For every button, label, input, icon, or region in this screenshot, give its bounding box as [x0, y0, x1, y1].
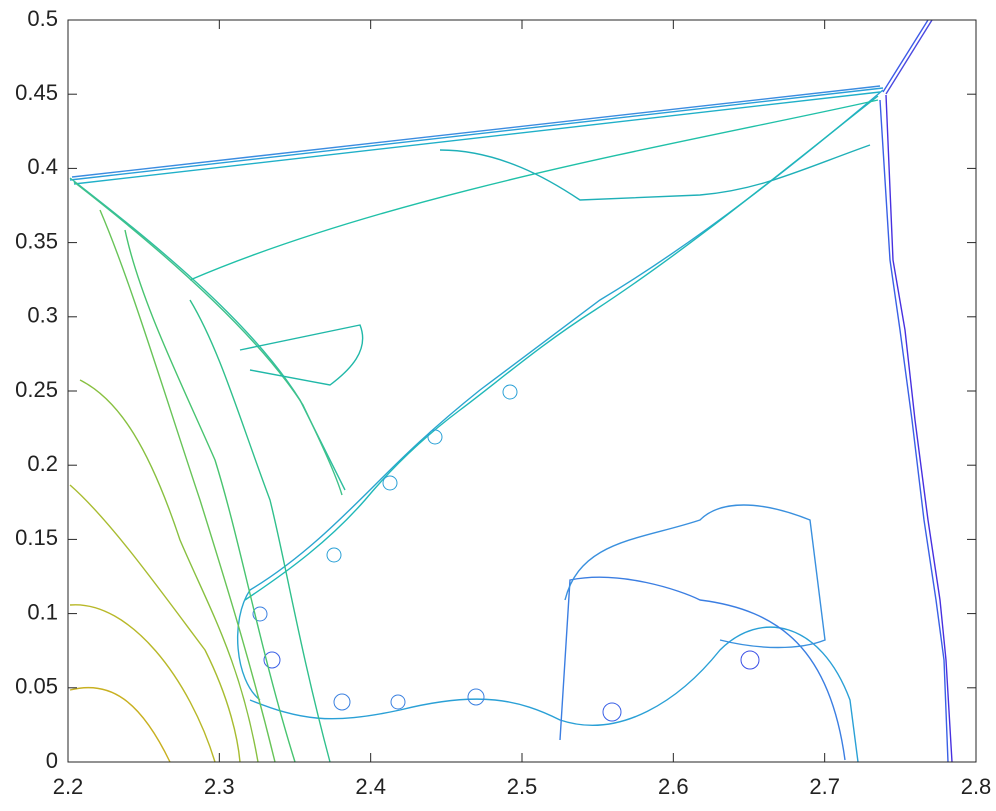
contour: [333, 693, 351, 711]
contour: [252, 606, 268, 622]
contour: [564, 504, 826, 649]
y-tick-label: 0.25: [15, 377, 58, 402]
contour: [885, 94, 953, 763]
contour: [382, 475, 398, 491]
contour: [236, 89, 884, 701]
contour: [69, 484, 241, 763]
y-tick-label: 0.15: [15, 525, 58, 550]
contour: [99, 209, 276, 763]
contour: [69, 686, 171, 763]
x-tick-label: 2.4: [355, 774, 386, 799]
contour: [124, 229, 296, 763]
contour: [239, 324, 364, 386]
plot-frame: [67, 19, 977, 763]
contour: [244, 95, 879, 601]
contour: [502, 384, 518, 400]
contour: [69, 604, 216, 763]
y-tick-label: 0.3: [27, 303, 58, 328]
contour: [71, 85, 881, 178]
contour: [885, 19, 933, 95]
contour: [390, 694, 406, 710]
contour: [249, 626, 859, 763]
contour-lines: [69, 19, 953, 763]
y-tick-label: 0.05: [15, 674, 58, 699]
contour: [73, 181, 343, 496]
contour: [189, 299, 331, 763]
x-tick-label: 2.8: [961, 774, 992, 799]
contour: [602, 702, 622, 722]
x-tick-label: 2.5: [507, 774, 538, 799]
contour: [189, 99, 879, 281]
contour: [69, 177, 346, 491]
y-tick-label: 0: [46, 748, 58, 773]
contour: [740, 650, 760, 670]
contour: [879, 99, 949, 763]
y-tick-label: 0.2: [27, 451, 58, 476]
contour: [73, 91, 881, 185]
contour: [427, 429, 443, 445]
x-tick-label: 2.3: [204, 774, 235, 799]
contour: [882, 19, 929, 93]
x-tick-label: 2.6: [658, 774, 689, 799]
y-tick-label: 0.45: [15, 80, 58, 105]
x-tick-label: 2.7: [809, 774, 840, 799]
y-tick-label: 0.1: [27, 599, 58, 624]
contour: [467, 688, 485, 706]
contour: [69, 87, 884, 181]
contour: [559, 576, 846, 761]
contour: [263, 651, 281, 669]
x-tick-label: 2.2: [53, 774, 84, 799]
contour: [79, 379, 259, 763]
y-tick-label: 0.4: [27, 154, 58, 179]
contour: [439, 144, 871, 201]
y-tick-label: 0.5: [27, 6, 58, 31]
contour: [326, 547, 342, 563]
y-tick-label: 0.35: [15, 228, 58, 253]
